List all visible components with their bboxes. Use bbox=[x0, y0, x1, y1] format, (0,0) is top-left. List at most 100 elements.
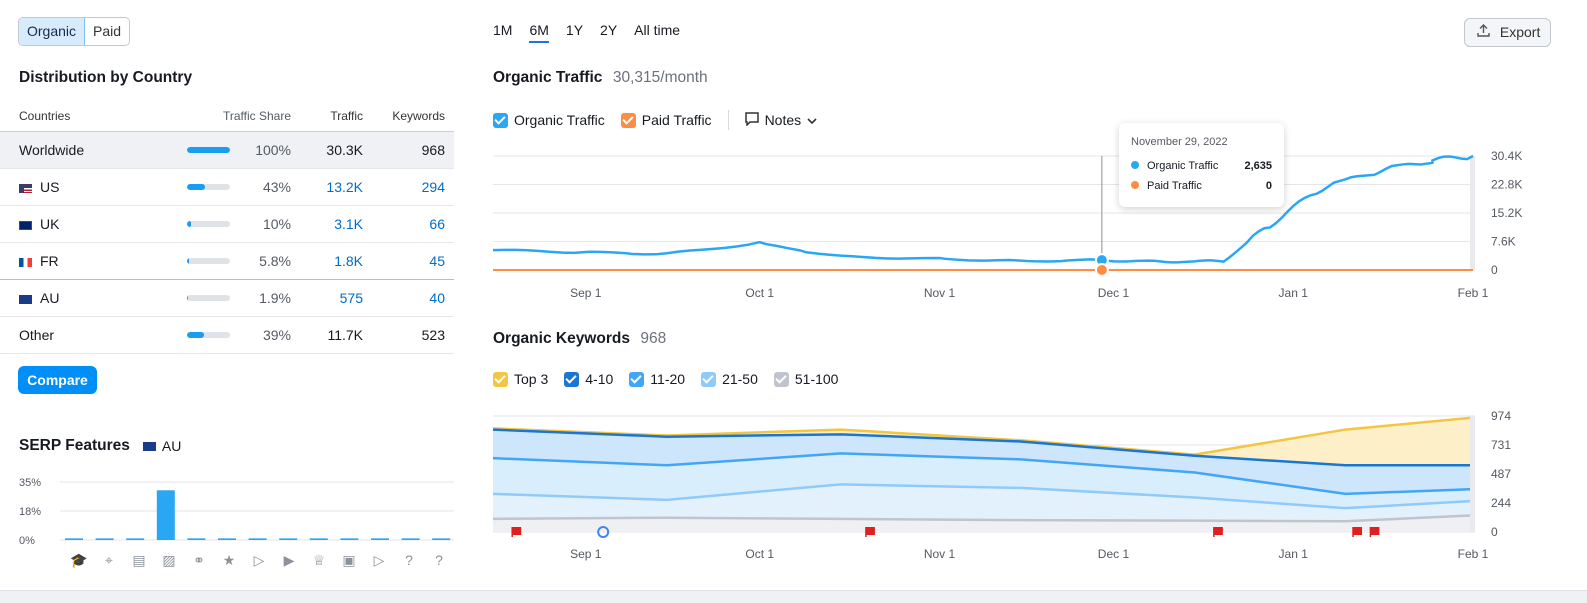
traffic-value[interactable]: 13.2K bbox=[326, 179, 363, 195]
table-row[interactable]: FR 5.8% 1.8K 45 bbox=[0, 243, 454, 280]
image-icon[interactable]: ▣ bbox=[342, 552, 356, 568]
table-row[interactable]: Other 39% 11.7K 523 bbox=[0, 317, 454, 354]
y-tick-label: 0 bbox=[1491, 525, 1498, 539]
star-icon[interactable]: ★ bbox=[222, 552, 236, 568]
traffic-value[interactable]: 1.8K bbox=[334, 253, 363, 269]
divider bbox=[727, 110, 729, 130]
legend-21-50[interactable]: 21-50 bbox=[701, 371, 758, 387]
y-tick-label: 7.6K bbox=[1491, 235, 1516, 249]
serp-bar[interactable] bbox=[156, 490, 175, 540]
news-icon[interactable]: ▤ bbox=[132, 552, 146, 568]
keywords-value[interactable]: 294 bbox=[421, 179, 445, 195]
serp-bar[interactable] bbox=[401, 538, 420, 540]
play-icon[interactable]: ▷ bbox=[373, 552, 385, 568]
period-1m[interactable]: 1M bbox=[493, 22, 513, 38]
period-2y[interactable]: 2Y bbox=[600, 22, 618, 38]
tooltip-label: Organic Traffic bbox=[1147, 160, 1219, 172]
x-tick-label: Nov 1 bbox=[924, 547, 956, 561]
paid-dot-icon bbox=[1131, 181, 1139, 189]
y-tick-label: 0% bbox=[19, 535, 35, 547]
image-pack-icon[interactable]: ▨ bbox=[162, 552, 176, 568]
serp-bar[interactable] bbox=[95, 538, 114, 540]
video-carousel-icon[interactable]: ▶ bbox=[283, 552, 295, 568]
serp-bar[interactable] bbox=[187, 538, 206, 540]
traffic-value[interactable]: 3.1K bbox=[334, 216, 363, 232]
paid-hover-point[interactable] bbox=[1094, 263, 1109, 277]
table-row[interactable]: AU 1.9% 575 40 bbox=[0, 280, 454, 317]
col-countries: Countries bbox=[19, 109, 71, 123]
compare-button[interactable]: Compare bbox=[18, 366, 97, 394]
x-tick-label: Oct 1 bbox=[745, 547, 774, 561]
x-tick-label: Nov 1 bbox=[924, 286, 956, 300]
period-all-time[interactable]: All time bbox=[634, 22, 681, 38]
note-flag-icon[interactable] bbox=[865, 527, 875, 537]
traffic-value[interactable]: 575 bbox=[339, 290, 363, 306]
traffic-share: 10% bbox=[262, 216, 291, 232]
country-name: AU bbox=[19, 280, 59, 316]
checkbox-icon bbox=[629, 371, 645, 387]
traffic-tooltip: November 29, 2022 Organic Traffic 2,635 … bbox=[1119, 123, 1284, 207]
y-tick-label: 974 bbox=[1491, 409, 1511, 423]
country-name: UK bbox=[19, 206, 59, 242]
legend-11-20[interactable]: 11-20 bbox=[629, 371, 685, 387]
legend-top-3[interactable]: Top 3 bbox=[493, 371, 548, 387]
legend-paid-traffic[interactable]: Paid Traffic bbox=[620, 112, 712, 128]
table-row[interactable]: US 43% 13.2K 294 bbox=[0, 169, 454, 206]
keywords-value[interactable]: 40 bbox=[429, 290, 445, 306]
serp-bar[interactable] bbox=[340, 538, 359, 540]
serp-bar[interactable] bbox=[279, 538, 298, 540]
crown-icon[interactable]: ♕ bbox=[312, 552, 326, 568]
checkbox-icon bbox=[620, 112, 636, 128]
serp-bar[interactable] bbox=[309, 538, 328, 540]
serp-bar[interactable] bbox=[248, 538, 267, 540]
paid-toggle-button[interactable]: Paid bbox=[85, 18, 130, 45]
google-update-icon[interactable] bbox=[597, 526, 610, 538]
video-icon[interactable]: ▷ bbox=[253, 552, 265, 568]
traffic-value: 11.7K bbox=[327, 327, 363, 343]
legend-4-10[interactable]: 4-10 bbox=[564, 371, 613, 387]
x-tick-label: Oct 1 bbox=[745, 286, 774, 300]
serp-bar[interactable] bbox=[371, 538, 389, 540]
question-icon[interactable]: ? bbox=[405, 552, 413, 568]
note-flag-icon[interactable] bbox=[1369, 527, 1380, 537]
period-6m[interactable]: 6M bbox=[529, 22, 549, 43]
serp-bar[interactable] bbox=[126, 538, 145, 540]
note-flag-icon[interactable] bbox=[511, 527, 522, 537]
x-tick-label: Dec 1 bbox=[1098, 547, 1130, 561]
traffic-share: 5.8% bbox=[259, 253, 291, 269]
period-1y[interactable]: 1Y bbox=[565, 22, 584, 38]
country-name: Worldwide bbox=[19, 142, 85, 158]
traffic-share: 39% bbox=[262, 327, 291, 343]
x-tick-label: Jan 1 bbox=[1279, 547, 1309, 561]
legend-label: 11-20 bbox=[650, 371, 686, 387]
help-icon[interactable]: ? bbox=[435, 552, 443, 568]
traffic-share-bar bbox=[187, 295, 230, 301]
note-flag-icon[interactable] bbox=[1213, 527, 1223, 537]
page-bottom-border bbox=[0, 590, 1587, 603]
serp-bar[interactable] bbox=[218, 538, 236, 540]
notes-label: Notes bbox=[764, 112, 802, 128]
notes-dropdown[interactable]: Notes bbox=[744, 111, 818, 129]
legend-51-100[interactable]: 51-100 bbox=[773, 371, 838, 387]
y-tick-label: 30.4K bbox=[1491, 149, 1522, 163]
location-pin-icon[interactable]: ⌖ bbox=[105, 552, 113, 568]
serp-bar[interactable] bbox=[65, 538, 83, 540]
organic-toggle-button[interactable]: Organic bbox=[19, 18, 86, 45]
legend-organic-traffic[interactable]: Organic Traffic bbox=[493, 112, 605, 128]
keywords-value[interactable]: 66 bbox=[429, 216, 445, 232]
comment-icon bbox=[744, 111, 759, 129]
table-row[interactable]: Worldwide 100% 30.3K 968 bbox=[0, 132, 454, 169]
traffic-title-row: Organic Traffic 30,315/month bbox=[493, 69, 708, 87]
y-tick-label: 22.8K bbox=[1491, 178, 1522, 192]
table-header: Countries Traffic Share Traffic Keywords bbox=[0, 103, 454, 132]
serp-bar[interactable] bbox=[432, 538, 451, 540]
export-button[interactable]: Export bbox=[1464, 18, 1551, 47]
table-row[interactable]: UK 10% 3.1K 66 bbox=[0, 206, 454, 243]
traffic-value: 30,315/month bbox=[612, 69, 708, 86]
graduation-cap-icon[interactable]: 🎓 bbox=[70, 552, 88, 568]
link-icon[interactable]: ⚭ bbox=[193, 552, 205, 568]
traffic-share-bar bbox=[187, 258, 230, 264]
note-flag-icon[interactable] bbox=[1352, 527, 1363, 537]
serp-header: SERP Features AU bbox=[19, 437, 181, 455]
keywords-value[interactable]: 45 bbox=[429, 253, 445, 269]
